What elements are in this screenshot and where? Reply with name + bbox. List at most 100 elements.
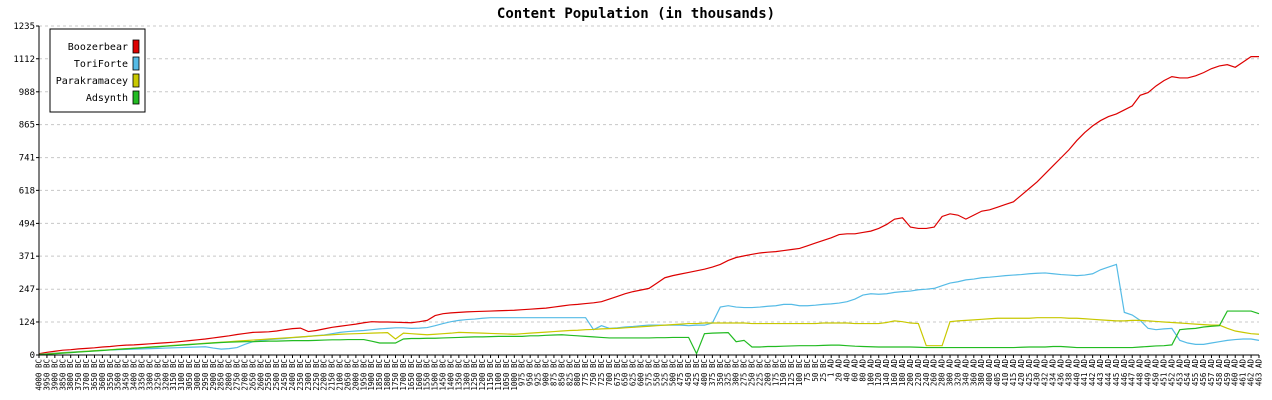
- y-tick-label: 0: [30, 351, 35, 361]
- x-tick-label: 452 AD: [1167, 359, 1176, 387]
- x-tick-label: 40 AD: [843, 359, 852, 382]
- x-tick-label: 458 AD: [1215, 359, 1224, 387]
- x-tick-label: 2200 BC: [320, 359, 329, 391]
- legend-label: Adsynth: [86, 93, 128, 104]
- x-tick-label: 125 BC: [787, 359, 796, 386]
- x-tick-label: 432 AD: [1041, 359, 1050, 387]
- y-tick-label: 618: [19, 186, 35, 196]
- x-tick-label: 440 AD: [1072, 359, 1081, 387]
- x-tick-label: 200 BC: [763, 359, 772, 386]
- legend-swatch: [132, 90, 140, 105]
- x-tick-label: 750 BC: [589, 359, 598, 386]
- x-tick-label: 3600 BC: [98, 359, 107, 391]
- x-tick-label: 443 AD: [1096, 359, 1105, 387]
- legend-label: ToriForte: [74, 59, 128, 70]
- x-tick-label: 2550 BC: [264, 359, 273, 391]
- x-tick-label: 3000 BC: [193, 359, 202, 391]
- x-tick-label: 875 BC: [549, 359, 558, 386]
- x-tick-label: 775 BC: [581, 359, 590, 386]
- legend-label: Parakramacey: [56, 76, 128, 87]
- x-tick-label: 1700 BC: [399, 359, 408, 391]
- x-tick-label: 350 BC: [716, 359, 725, 386]
- x-tick-label: 1900 BC: [367, 359, 376, 391]
- x-tick-label: 1000 BC: [510, 359, 519, 391]
- x-tick-label: 3800 BC: [66, 359, 75, 391]
- x-tick-label: 360 AD: [969, 359, 978, 387]
- x-tick-label: 380 AD: [977, 359, 986, 387]
- x-tick-label: 434 AD: [1049, 359, 1058, 387]
- x-tick-label: 438 AD: [1064, 359, 1073, 387]
- x-tick-label: 340 AD: [961, 359, 970, 387]
- x-tick-label: 3250 BC: [153, 359, 162, 391]
- x-tick-label: 675 BC: [613, 359, 622, 386]
- x-tick-label: 375 BC: [708, 359, 717, 386]
- x-tick-label: 2100 BC: [336, 359, 345, 391]
- x-tick-label: 3400 BC: [130, 359, 139, 391]
- x-tick-label: 400 AD: [985, 359, 994, 387]
- x-tick-label: 150 BC: [779, 359, 788, 386]
- x-tick-label: 1300 BC: [462, 359, 471, 391]
- x-tick-label: 457 AD: [1207, 359, 1216, 387]
- x-tick-label: 460 AD: [1231, 359, 1240, 387]
- x-tick-label: 425 AD: [1025, 359, 1034, 387]
- x-tick-label: 450 AD: [1152, 359, 1161, 387]
- x-tick-label: 1550 BC: [423, 359, 432, 391]
- legend-label: Boozerbear: [68, 42, 128, 53]
- x-tick-label: 700 BC: [605, 359, 614, 386]
- x-tick-label: 300 BC: [732, 359, 741, 386]
- x-tick-label: 1600 BC: [415, 359, 424, 391]
- x-tick-label: 3200 BC: [161, 359, 170, 391]
- x-tick-label: 420 AD: [1017, 359, 1026, 387]
- x-tick-label: 225 BC: [755, 359, 764, 386]
- x-tick-label: 220 AD: [914, 359, 923, 387]
- x-tick-label: 1200 BC: [478, 359, 487, 391]
- x-tick-label: 1350 BC: [454, 359, 463, 391]
- x-tick-label: 1250 BC: [470, 359, 479, 391]
- x-tick-label: 1050 BC: [502, 359, 511, 391]
- x-tick-label: 436 AD: [1056, 359, 1065, 387]
- x-tick-label: 825 BC: [565, 359, 574, 386]
- x-tick-label: 400 BC: [700, 359, 709, 386]
- x-tick-label: 1150 BC: [486, 359, 495, 391]
- x-tick-label: 2350 BC: [296, 359, 305, 391]
- x-tick-label: 320 AD: [953, 359, 962, 387]
- x-tick-label: 1800 BC: [383, 359, 392, 391]
- x-tick-label: 625 BC: [629, 359, 638, 386]
- series-line-adsynth: [38, 310, 1260, 356]
- series-lines: [38, 56, 1260, 356]
- x-tick-label: 550 BC: [652, 359, 661, 386]
- y-tick-label: 1112: [13, 55, 35, 65]
- x-tick-label: 2300 BC: [304, 359, 313, 391]
- y-tick-label: 741: [19, 154, 35, 164]
- x-tick-label: 2950 BC: [201, 359, 210, 391]
- y-tick-label: 371: [19, 252, 35, 262]
- x-tick-label: 445 AD: [1112, 359, 1121, 387]
- x-tick-label: 453 AD: [1175, 359, 1184, 387]
- x-tick-label: 454 AD: [1183, 359, 1192, 387]
- x-tick-label: 200 AD: [906, 359, 915, 387]
- y-tick-label: 124: [19, 318, 35, 328]
- x-tick-label: 3900 BC: [50, 359, 59, 391]
- x-tick-label: 100 BC: [795, 359, 804, 386]
- x-tick-label: 575 BC: [645, 359, 654, 386]
- x-tick-label: 3850 BC: [58, 359, 67, 391]
- x-tick-label: 950 BC: [526, 359, 535, 386]
- x-tick-label: 600 BC: [637, 359, 646, 386]
- x-tick-label: 430 AD: [1033, 359, 1042, 387]
- x-tick-label: 2150 BC: [328, 359, 337, 391]
- legend-box: [49, 28, 146, 113]
- x-tick-label: 3100 BC: [177, 359, 186, 391]
- x-tick-label: 3450 BC: [122, 359, 131, 391]
- x-tick-label: 2000 BC: [351, 359, 360, 391]
- x-tick-label: 2800 BC: [225, 359, 234, 391]
- x-tick-label: 1950 BC: [359, 359, 368, 391]
- x-tick-label: 410 AD: [1001, 359, 1010, 387]
- x-tick-label: 3700 BC: [82, 359, 91, 391]
- x-tick-label: 475 BC: [676, 359, 685, 386]
- x-tick-label: 2450 BC: [280, 359, 289, 391]
- x-tick-label: 325 BC: [724, 359, 733, 386]
- x-tick-label: 80 AD: [858, 359, 867, 382]
- x-tick-label: 1 AD: [827, 359, 836, 378]
- x-tick-label: 650 BC: [621, 359, 630, 386]
- x-tick-label: 415 AD: [1009, 359, 1018, 387]
